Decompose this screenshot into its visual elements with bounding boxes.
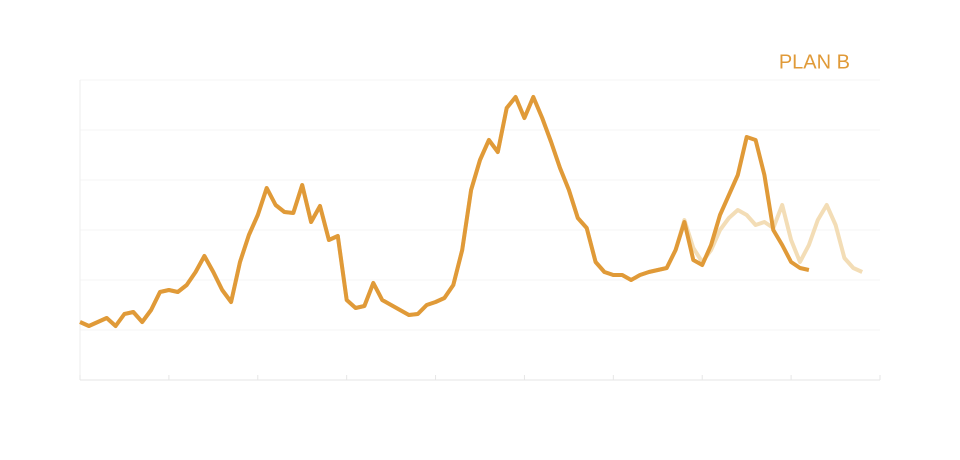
legend-label: PLAN B bbox=[779, 51, 850, 73]
series-line bbox=[79, 95, 810, 328]
series-line bbox=[79, 95, 864, 328]
